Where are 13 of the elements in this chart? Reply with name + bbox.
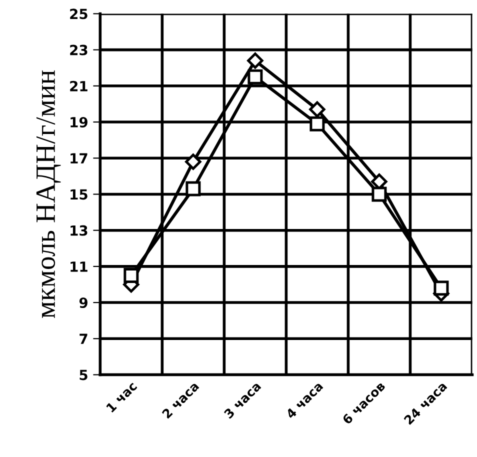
y-tick-label: 11 — [70, 262, 88, 272]
y-tick-label: 21 — [70, 80, 88, 92]
y-tick-label: 23 — [70, 44, 88, 56]
y-tick-label: 13 — [70, 225, 88, 236]
y-tick-label: 17 — [70, 153, 88, 164]
y-tick-label: 25 — [70, 8, 88, 20]
y-tick-label: 5 — [80, 370, 88, 380]
y-tick-label: 19 — [70, 117, 88, 128]
y-tick-label: 7 — [80, 334, 88, 344]
y-tick-label: 9 — [79, 298, 88, 308]
x-tick-label: 1 час — [106, 381, 138, 413]
y-axis-title: мкмоль НАДН/г/мин — [36, 70, 61, 318]
y-tick-label: 15 — [70, 189, 88, 200]
